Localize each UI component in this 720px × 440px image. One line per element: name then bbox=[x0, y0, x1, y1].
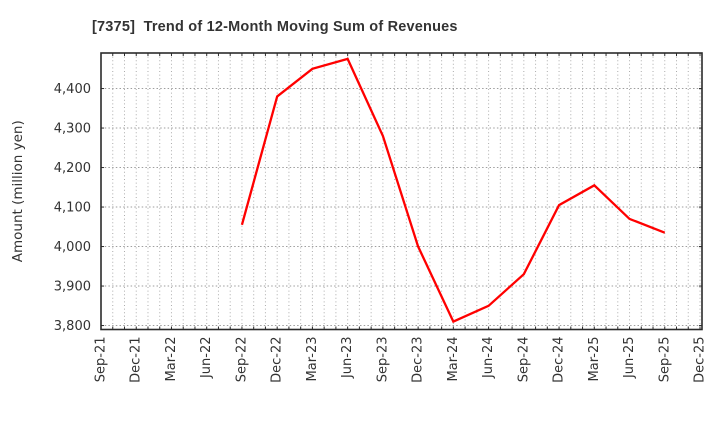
y-axis-title: Amount (million yen) bbox=[10, 120, 26, 262]
x-axis-tick-label: Dec-25 bbox=[693, 337, 708, 383]
y-axis-tick-label: 4,000 bbox=[54, 240, 91, 255]
x-axis-tick-label: Mar-23 bbox=[305, 337, 320, 382]
y-axis-tick-label: 4,100 bbox=[54, 201, 91, 216]
x-axis-tick-label: Dec-22 bbox=[270, 337, 285, 383]
x-axis-tick-label: Jun-23 bbox=[340, 337, 355, 380]
x-axis-tick-label: Jun-22 bbox=[199, 337, 214, 380]
x-axis-tick-label: Dec-24 bbox=[552, 337, 567, 383]
x-axis-tick-label: Mar-24 bbox=[446, 337, 461, 382]
x-axis-tick-label: Sep-21 bbox=[94, 337, 109, 383]
x-axis-tick-label: Sep-24 bbox=[516, 337, 531, 383]
x-axis-tick-label: Dec-21 bbox=[129, 337, 144, 383]
x-axis-tick-label: Mar-25 bbox=[587, 337, 602, 382]
y-axis-tick-label: 4,200 bbox=[54, 161, 91, 176]
x-axis-tick-label: Sep-25 bbox=[657, 337, 672, 383]
x-axis-tick-label: Jun-25 bbox=[622, 337, 637, 380]
y-axis-tick-label: 3,800 bbox=[54, 319, 91, 334]
x-axis-tick-label: Mar-22 bbox=[164, 337, 179, 382]
x-axis-tick-label: Dec-23 bbox=[411, 337, 426, 383]
y-axis-tick-label: 4,400 bbox=[54, 82, 91, 97]
axis-frame bbox=[100, 52, 703, 331]
trend-line bbox=[240, 57, 666, 324]
x-axis-tick-label: Sep-23 bbox=[375, 337, 390, 383]
x-axis-tick-label: Sep-22 bbox=[234, 337, 249, 383]
chart-title: [7375] Trend of 12-Month Moving Sum of R… bbox=[92, 19, 458, 35]
x-axis-tick-label: Jun-24 bbox=[481, 336, 496, 379]
y-axis-tick-label: 4,300 bbox=[54, 122, 91, 137]
y-axis-tick-label: 3,900 bbox=[54, 280, 91, 295]
